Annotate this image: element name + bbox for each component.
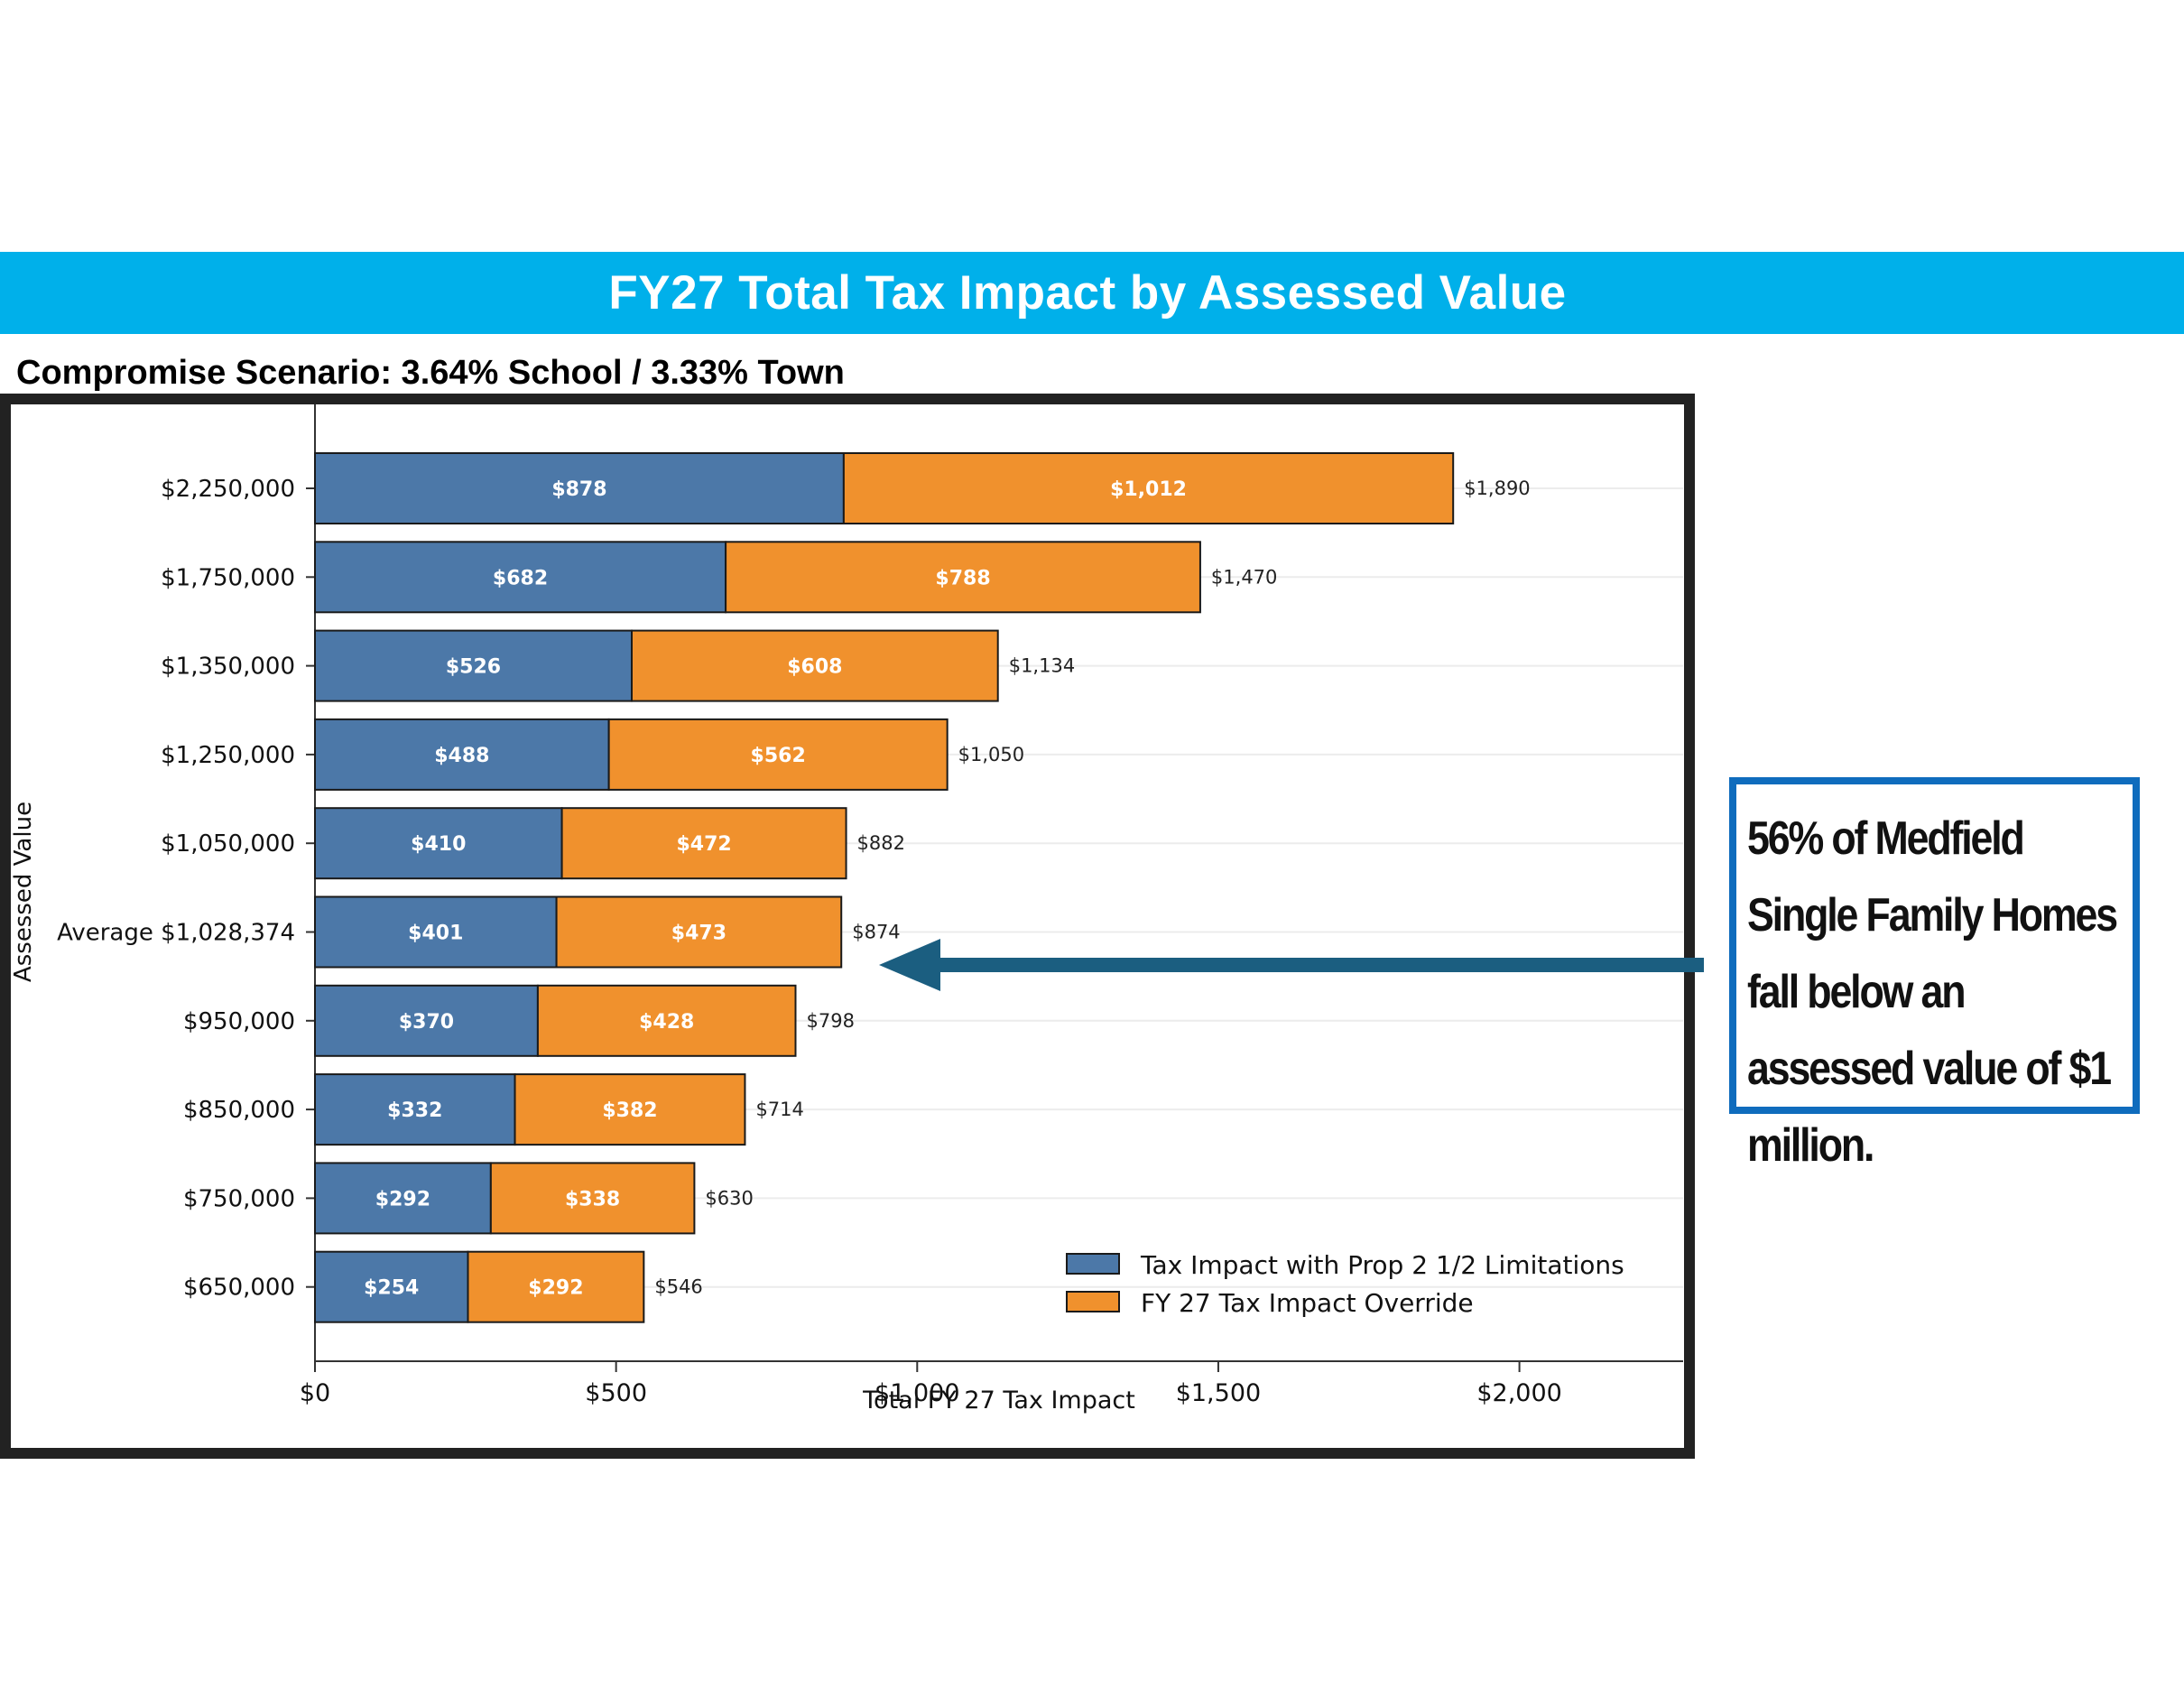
bar-label-prop-2-5: $410 — [411, 833, 466, 856]
arrow-shaft — [939, 958, 1704, 972]
slide-title: FY27 Total Tax Impact by Assessed Value — [608, 266, 1567, 320]
bar-prop-2-5 — [314, 807, 563, 880]
y-tick-label: $850,000 — [183, 1097, 295, 1124]
y-tick-label: $1,050,000 — [161, 830, 295, 858]
bar-override — [630, 629, 999, 702]
bar-label-override: $562 — [751, 745, 806, 767]
total-label: $1,470 — [1211, 566, 1277, 588]
bar-label-override: $473 — [671, 923, 726, 945]
bar-prop-2-5 — [314, 452, 845, 524]
legend-label-override: FY 27 Tax Impact Override — [1141, 1288, 1474, 1318]
average-arrow — [879, 939, 1704, 991]
x-tick-label: $1,000 — [875, 1379, 959, 1407]
y-tick-label: $1,750,000 — [161, 564, 295, 591]
total-label: $882 — [857, 832, 905, 854]
bar-prop-2-5 — [314, 541, 727, 614]
chart-frame: $2,250,000 $878 $1,012 $1,890 $1,750,000 $682… — [0, 394, 1695, 1459]
x-tick-label: $1,500 — [1176, 1379, 1261, 1407]
bar-label-override: $472 — [676, 833, 731, 856]
bar-override — [514, 1073, 746, 1146]
bar-prop-2-5 — [314, 1250, 469, 1323]
bar-label-prop-2-5: $878 — [551, 478, 606, 501]
total-label: $1,134 — [1009, 655, 1075, 677]
callout-box: 56% of Medfield Single Family Homes fall… — [1729, 777, 2140, 1172]
bar-label-override: $1,012 — [1110, 478, 1187, 501]
bar-override — [842, 452, 1455, 524]
bar-override — [607, 718, 949, 791]
legend-label-prop-2-5: Tax Impact with Prop 2 1/2 Limitations — [1140, 1250, 1624, 1280]
bar-override — [555, 895, 843, 969]
bar-prop-2-5 — [314, 895, 558, 969]
callout-text: 56% of Medfield Single Family Homes fall… — [1747, 812, 2118, 1172]
bar-label-prop-2-5: $292 — [375, 1188, 430, 1210]
y-tick-label: Average $1,028,374 — [57, 920, 295, 947]
x-axis-title: Total FY 27 Tax Impact — [862, 1387, 1135, 1414]
total-label: $630 — [705, 1187, 753, 1209]
legend-swatch-prop-2-5 — [1066, 1253, 1120, 1275]
bar-label-prop-2-5: $370 — [399, 1011, 454, 1034]
total-label: $1,050 — [958, 744, 1024, 765]
bar-label-prop-2-5: $682 — [493, 567, 548, 589]
bar-label-override: $428 — [639, 1011, 694, 1034]
y-tick-label: $1,350,000 — [161, 654, 295, 681]
bar-label-override: $292 — [528, 1277, 583, 1300]
bar-prop-2-5 — [314, 718, 610, 791]
tax-impact-chart: $2,250,000 $878 $1,012 $1,890 $1,750,000 $682… — [11, 404, 1683, 1414]
title-banner: FY27 Total Tax Impact by Assessed Value — [0, 252, 2184, 334]
y-tick-label: $1,250,000 — [161, 742, 295, 769]
total-label: $874 — [852, 922, 900, 943]
total-label: $714 — [755, 1099, 803, 1120]
total-label: $798 — [807, 1010, 855, 1032]
y-tick-label: $750,000 — [183, 1185, 295, 1212]
bar-prop-2-5 — [314, 984, 539, 1057]
bar-label-prop-2-5: $254 — [364, 1277, 419, 1300]
y-axis-title: Assessed Value — [11, 802, 37, 982]
x-tick-label: $2,000 — [1476, 1379, 1561, 1407]
bar-label-prop-2-5: $526 — [446, 656, 501, 679]
bar-label-override: $788 — [935, 567, 990, 589]
bar-label-override: $382 — [602, 1099, 657, 1122]
y-tick-label: $2,250,000 — [161, 476, 295, 503]
x-tick-label: $0 — [300, 1379, 330, 1407]
bar-label-prop-2-5: $401 — [408, 923, 463, 945]
arrow-head — [879, 939, 940, 991]
legend-swatch-override — [1066, 1291, 1120, 1312]
x-tick-label: $500 — [585, 1379, 647, 1407]
bar-override — [467, 1250, 645, 1323]
y-tick-label: $650,000 — [183, 1275, 295, 1302]
bar-label-override: $608 — [787, 656, 842, 679]
bar-prop-2-5 — [314, 1073, 516, 1146]
bar-label-override: $338 — [565, 1188, 620, 1210]
bar-label-prop-2-5: $332 — [387, 1099, 442, 1122]
scenario-subtitle: Compromise Scenario: 3.64% School / 3.33… — [16, 354, 845, 392]
bar-override — [489, 1162, 696, 1235]
bar-override — [536, 984, 797, 1057]
bar-override — [560, 807, 847, 880]
total-label: $546 — [654, 1276, 702, 1298]
bar-label-prop-2-5: $488 — [434, 745, 489, 767]
bar-override — [725, 541, 1201, 614]
total-label: $1,890 — [1464, 478, 1530, 499]
y-tick-label: $950,000 — [183, 1008, 295, 1035]
